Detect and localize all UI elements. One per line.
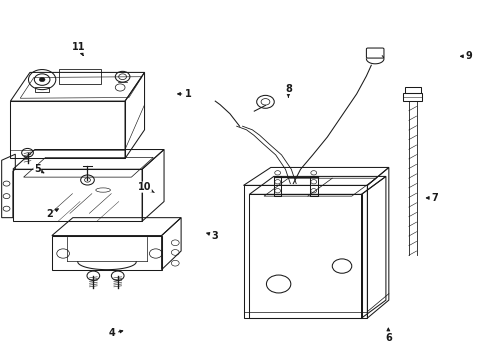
Text: 4: 4	[108, 328, 122, 338]
Text: 10: 10	[138, 182, 154, 193]
Text: 8: 8	[285, 84, 291, 97]
Text: 11: 11	[72, 42, 85, 55]
Circle shape	[39, 77, 45, 82]
Text: 7: 7	[426, 193, 437, 203]
Text: 6: 6	[384, 328, 391, 343]
Text: 2: 2	[46, 209, 58, 219]
Text: 5: 5	[34, 164, 44, 174]
Text: 3: 3	[206, 231, 218, 240]
Text: 1: 1	[177, 89, 191, 99]
Text: 9: 9	[460, 51, 471, 61]
